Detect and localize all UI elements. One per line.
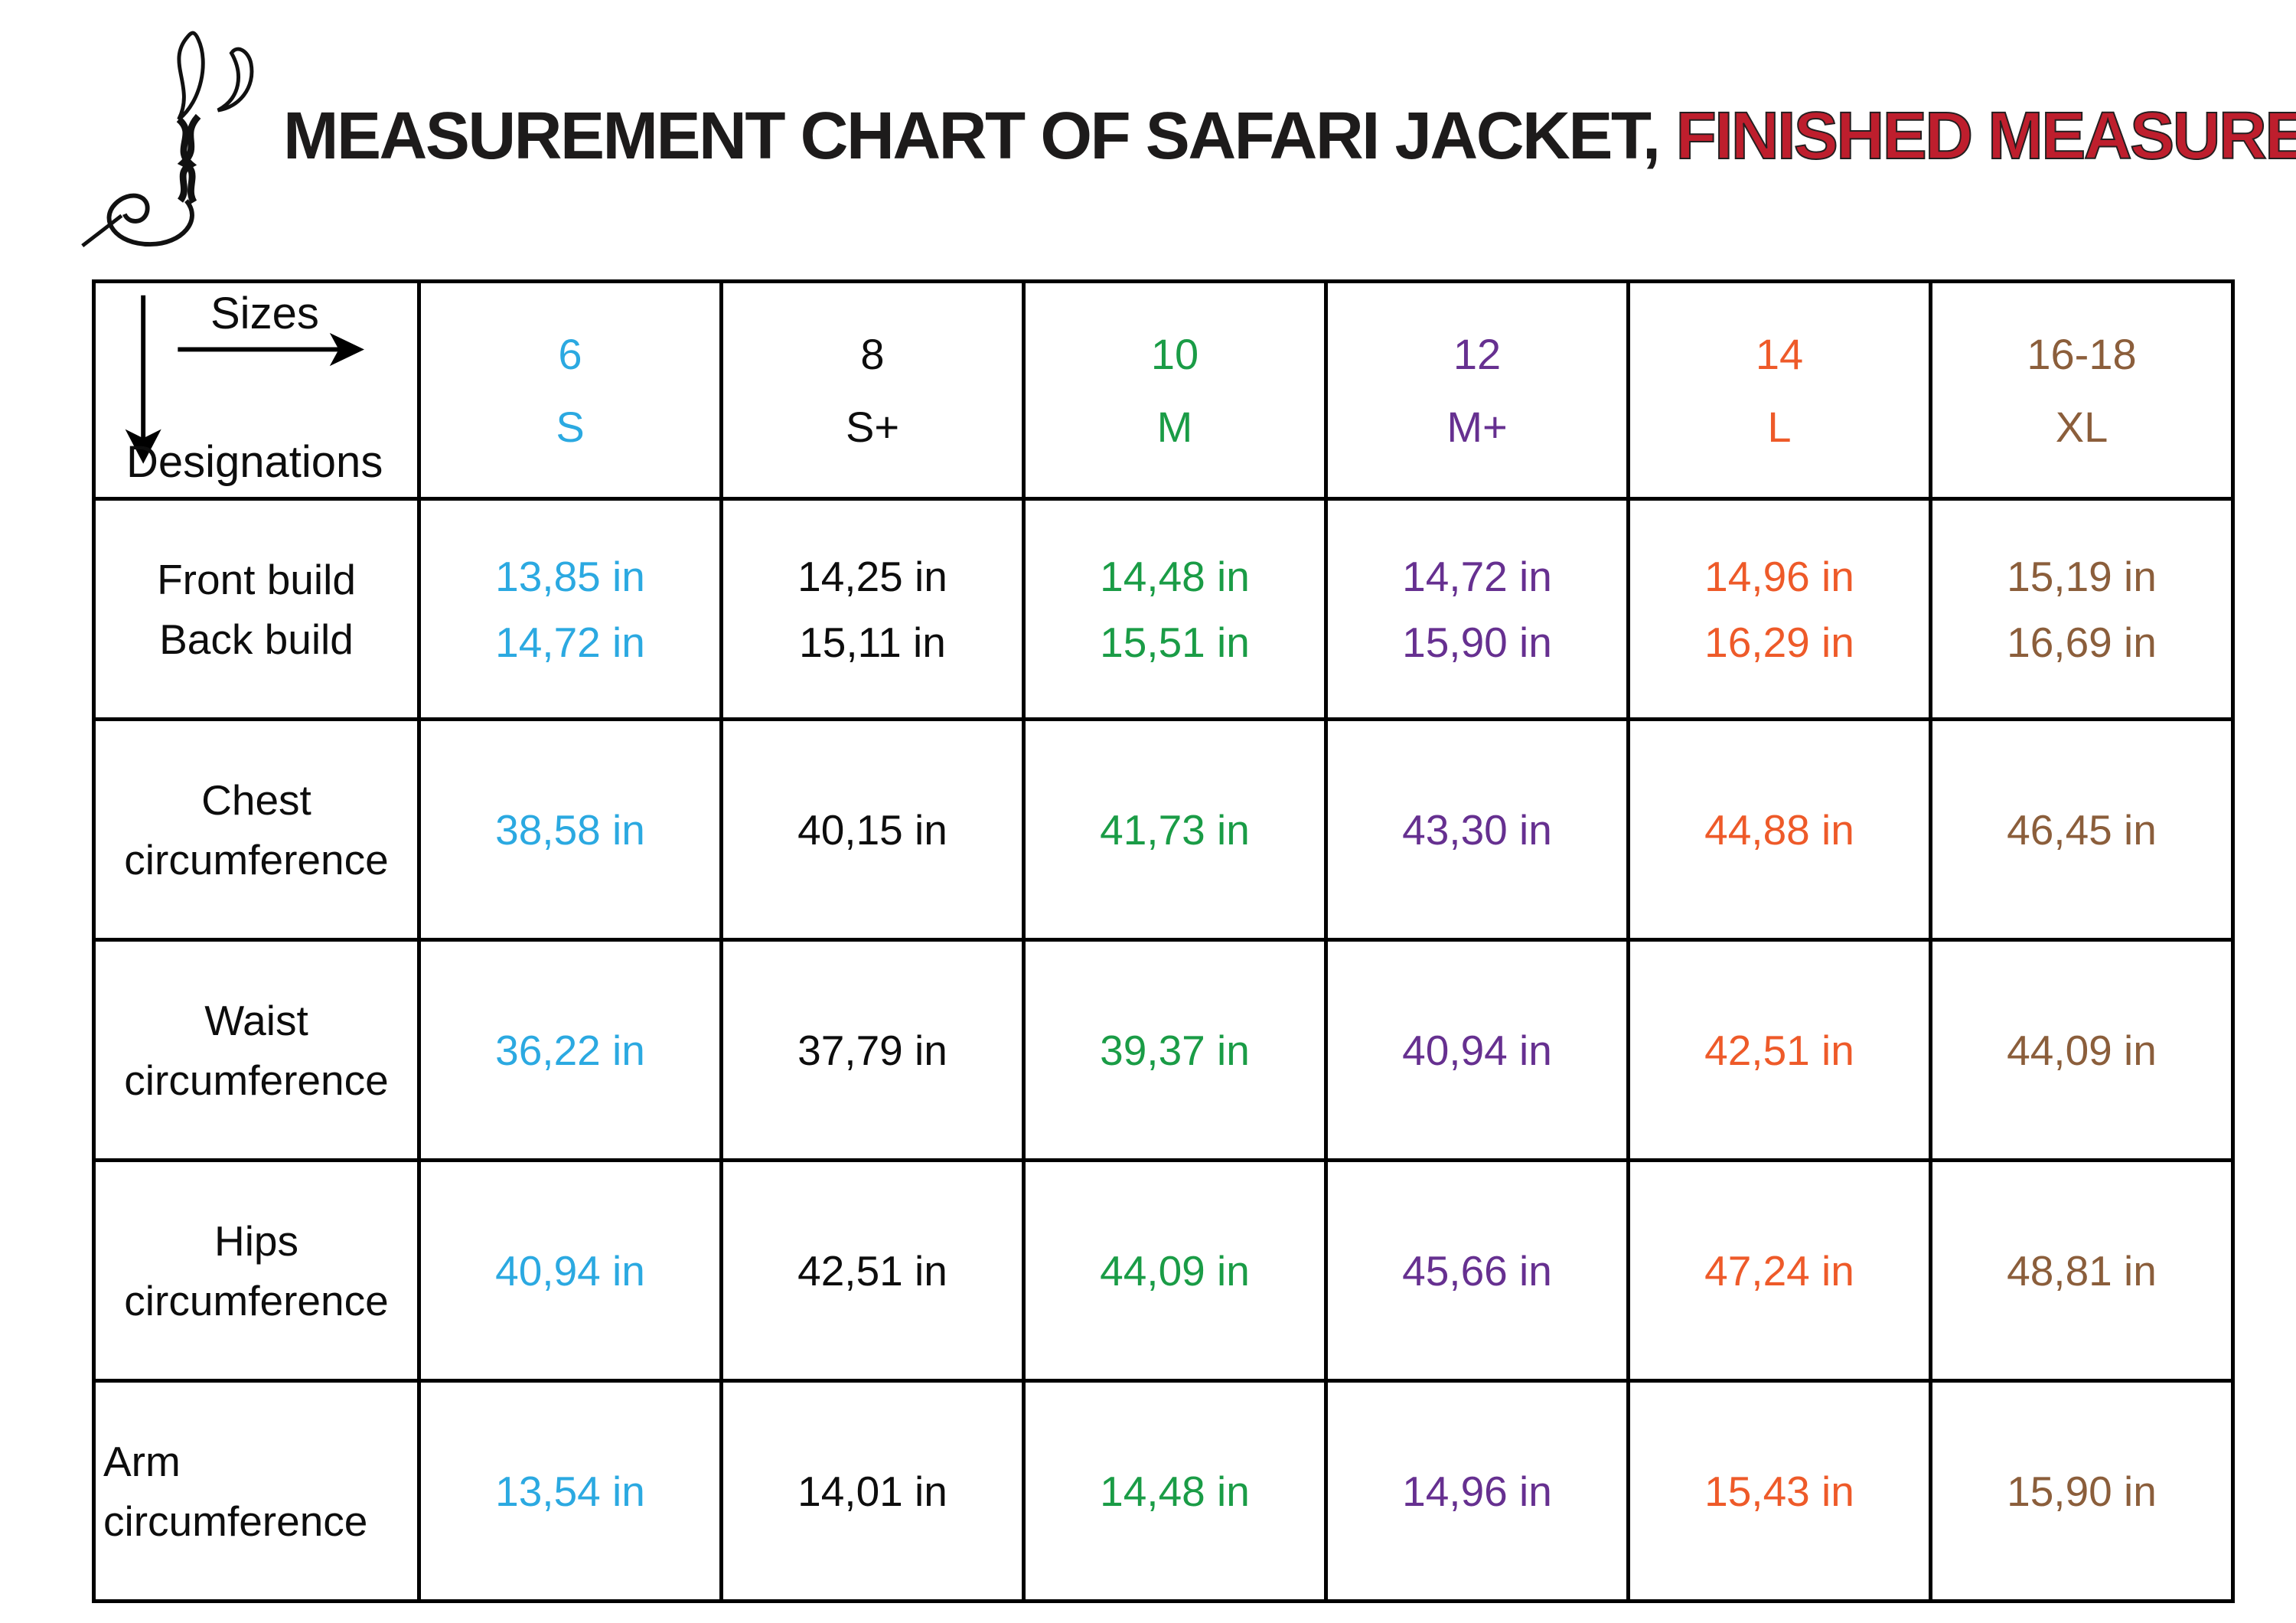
- page-title-main: MEASUREMENT CHART OF SAFARI JACKET,: [283, 99, 1661, 173]
- title-highlight: FINISHED MEASURES: [1675, 98, 2296, 174]
- row-label: Front build Back build: [92, 497, 421, 721]
- table-row: Waist circumference 36,22 in 37,79 in 39…: [92, 938, 2235, 1162]
- measurement-cell: 36,22 in: [417, 938, 723, 1162]
- header-row: Sizes Designations 6 S 8 S+ 10 M 12 M+ 1…: [92, 279, 2235, 501]
- measurement-cell: 14,48 in: [1022, 1379, 1328, 1603]
- measurement-cell: 14,25 in 15,11 in: [719, 497, 1026, 721]
- row-label: Chest circumference: [92, 717, 421, 942]
- column-header: 14 L: [1626, 279, 1932, 501]
- measurement-cell: 14,96 in: [1324, 1379, 1630, 1603]
- measurement-cell: 14,48 in 15,51 in: [1022, 497, 1328, 721]
- column-header: 6 S: [417, 279, 723, 501]
- row-label: Waist circumference: [92, 938, 421, 1162]
- measurement-cell: 44,09 in: [1022, 1158, 1328, 1383]
- table-row: Front build Back build 13,85 in 14,72 in…: [92, 497, 2235, 721]
- column-header: 10 M: [1022, 279, 1328, 501]
- measurement-cell: 13,54 in: [417, 1379, 723, 1603]
- measurement-cell: 14,96 in 16,29 in: [1626, 497, 1932, 721]
- measurement-cell: 47,24 in: [1626, 1158, 1932, 1383]
- measurement-cell: 42,51 in: [719, 1158, 1026, 1383]
- designations-label: Designations: [126, 437, 383, 487]
- needle-and-thread-logo-icon: [81, 31, 254, 248]
- measurement-cell: 44,88 in: [1626, 717, 1932, 942]
- measurement-cell: 14,01 in: [719, 1379, 1026, 1603]
- measurement-cell: 15,43 in: [1626, 1379, 1932, 1603]
- measurement-cell: 40,94 in: [1324, 938, 1630, 1162]
- corner-cell: Sizes Designations: [92, 279, 421, 501]
- column-header: 8 S+: [719, 279, 1026, 501]
- measurement-cell: 48,81 in: [1929, 1158, 2235, 1383]
- measurement-table: Sizes Designations 6 S 8 S+ 10 M 12 M+ 1…: [92, 279, 2235, 1603]
- measurement-cell: 46,45 in: [1929, 717, 2235, 942]
- sizes-label: Sizes: [210, 289, 319, 338]
- table-row: Chest circumference 38,58 in 40,15 in 41…: [92, 717, 2235, 942]
- corner-arrows: [125, 295, 364, 464]
- measurement-cell: 39,37 in: [1022, 938, 1328, 1162]
- measurement-cell: 43,30 in: [1324, 717, 1630, 942]
- measurement-cell: 42,51 in: [1626, 938, 1932, 1162]
- measurement-cell: 15,19 in 16,69 in: [1929, 497, 2235, 721]
- row-label: Hips circumference: [92, 1158, 421, 1383]
- measurement-cell: 45,66 in: [1324, 1158, 1630, 1383]
- measurement-cell: 13,85 in 14,72 in: [417, 497, 723, 721]
- table-row: Hips circumference 40,94 in 42,51 in 44,…: [92, 1158, 2235, 1383]
- measurement-cell: 44,09 in: [1929, 938, 2235, 1162]
- measurement-cell: 40,94 in: [417, 1158, 723, 1383]
- measurement-cell: 41,73 in: [1022, 717, 1328, 942]
- table-row: Arm circumference 13,54 in 14,01 in 14,4…: [92, 1379, 2235, 1603]
- measurement-cell: 38,58 in: [417, 717, 723, 942]
- column-header: 16-18 XL: [1929, 279, 2235, 501]
- measurement-cell: 37,79 in: [719, 938, 1026, 1162]
- measurement-cell: 15,90 in: [1929, 1379, 2235, 1603]
- row-label: Arm circumference: [92, 1379, 421, 1603]
- page-title: MEASUREMENT CHART OF SAFARI JACKET, FINIS…: [283, 98, 2296, 175]
- measurement-cell: 14,72 in 15,90 in: [1324, 497, 1630, 721]
- measurement-cell: 40,15 in: [719, 717, 1026, 942]
- column-header: 12 M+: [1324, 279, 1630, 501]
